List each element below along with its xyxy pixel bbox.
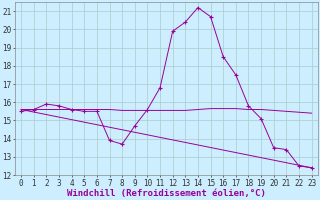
X-axis label: Windchill (Refroidissement éolien,°C): Windchill (Refroidissement éolien,°C) xyxy=(67,189,266,198)
